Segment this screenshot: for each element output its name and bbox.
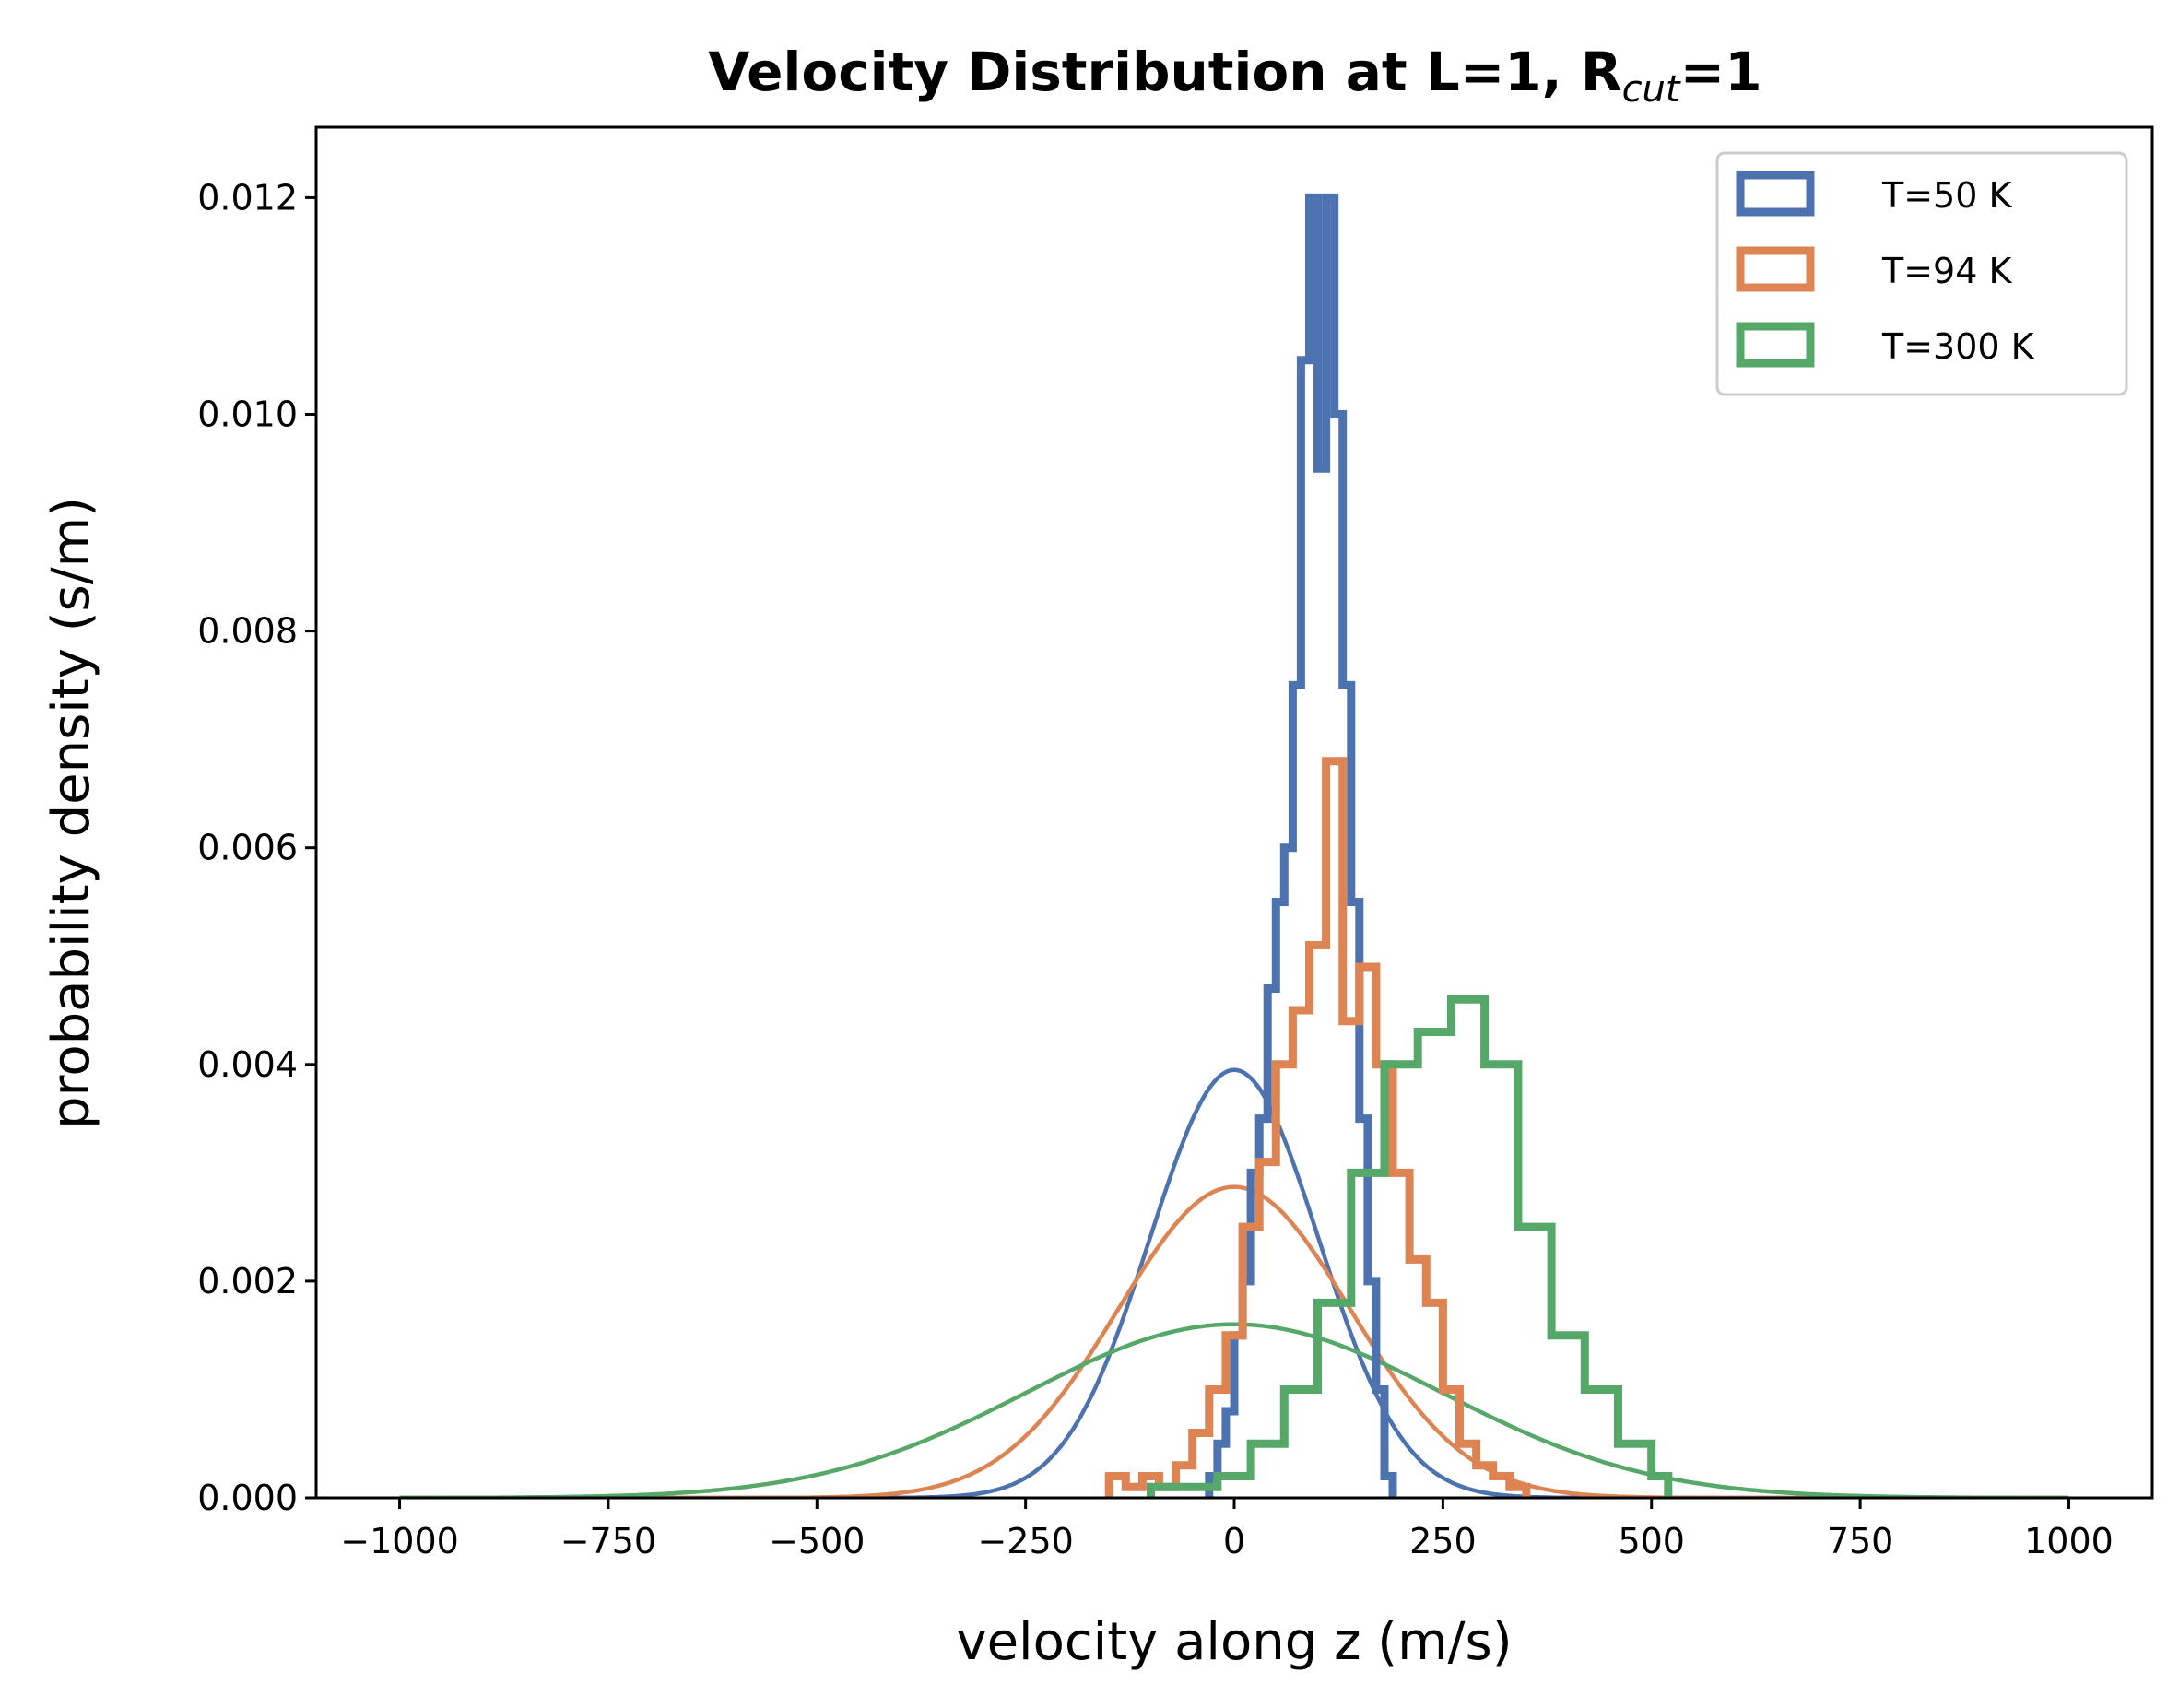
- histogram-series-2: [1147, 995, 1673, 1498]
- y-tick-label: 0.000: [197, 1478, 298, 1518]
- x-axis: −1000 −750 −500 −250 0 250 500 750 1000: [340, 1498, 2114, 1561]
- series-layer: [399, 193, 2069, 1498]
- chart-title-subscript: cut: [1622, 68, 1681, 111]
- x-tick-label: 500: [1618, 1521, 1685, 1561]
- legend-frame: [1715, 151, 2128, 396]
- chart-title-end: =1: [1680, 41, 1762, 103]
- x-tick-label: −1000: [340, 1521, 459, 1561]
- y-tick-label: 0.008: [197, 611, 298, 652]
- y-tick-label: 0.006: [197, 828, 298, 868]
- legend-label: T=94 K: [1881, 251, 2012, 291]
- x-tick-label: 250: [1409, 1521, 1477, 1561]
- legend-swatch: [1736, 171, 1815, 217]
- fit-curve-series-1: [399, 1184, 2069, 1498]
- y-axis-label: probability density (s/m): [41, 497, 101, 1129]
- x-tick-label: −250: [977, 1521, 1073, 1561]
- legend-label: T=50 K: [1881, 175, 2012, 216]
- legend: T=50 K T=94 K T=300 K: [1715, 151, 2128, 396]
- fit-curve-series-0: [399, 1067, 2069, 1498]
- x-axis-label: velocity along z (m/s): [956, 1612, 1512, 1672]
- histogram-series-1: [1104, 757, 1531, 1498]
- y-tick-label: 0.002: [197, 1261, 298, 1302]
- x-tick-label: −500: [769, 1521, 865, 1561]
- legend-swatch: [1736, 322, 1815, 368]
- y-tick-label: 0.010: [197, 395, 298, 435]
- legend-label: T=300 K: [1881, 326, 2035, 367]
- y-tick-label: 0.004: [197, 1044, 298, 1085]
- chart-title: Velocity Distribution at L=1, Rcut=1: [708, 41, 1761, 111]
- x-tick-label: 750: [1827, 1521, 1894, 1561]
- y-axis: 0.000 0.002 0.004 0.006 0.008 0.010 0.012: [197, 177, 316, 1518]
- x-tick-label: −750: [560, 1521, 656, 1561]
- legend-swatch: [1736, 246, 1815, 292]
- x-tick-label: 1000: [2024, 1521, 2114, 1561]
- x-tick-label: 0: [1223, 1521, 1245, 1561]
- y-tick-label: 0.012: [197, 177, 298, 218]
- fit-curve-series-2: [399, 1322, 2069, 1498]
